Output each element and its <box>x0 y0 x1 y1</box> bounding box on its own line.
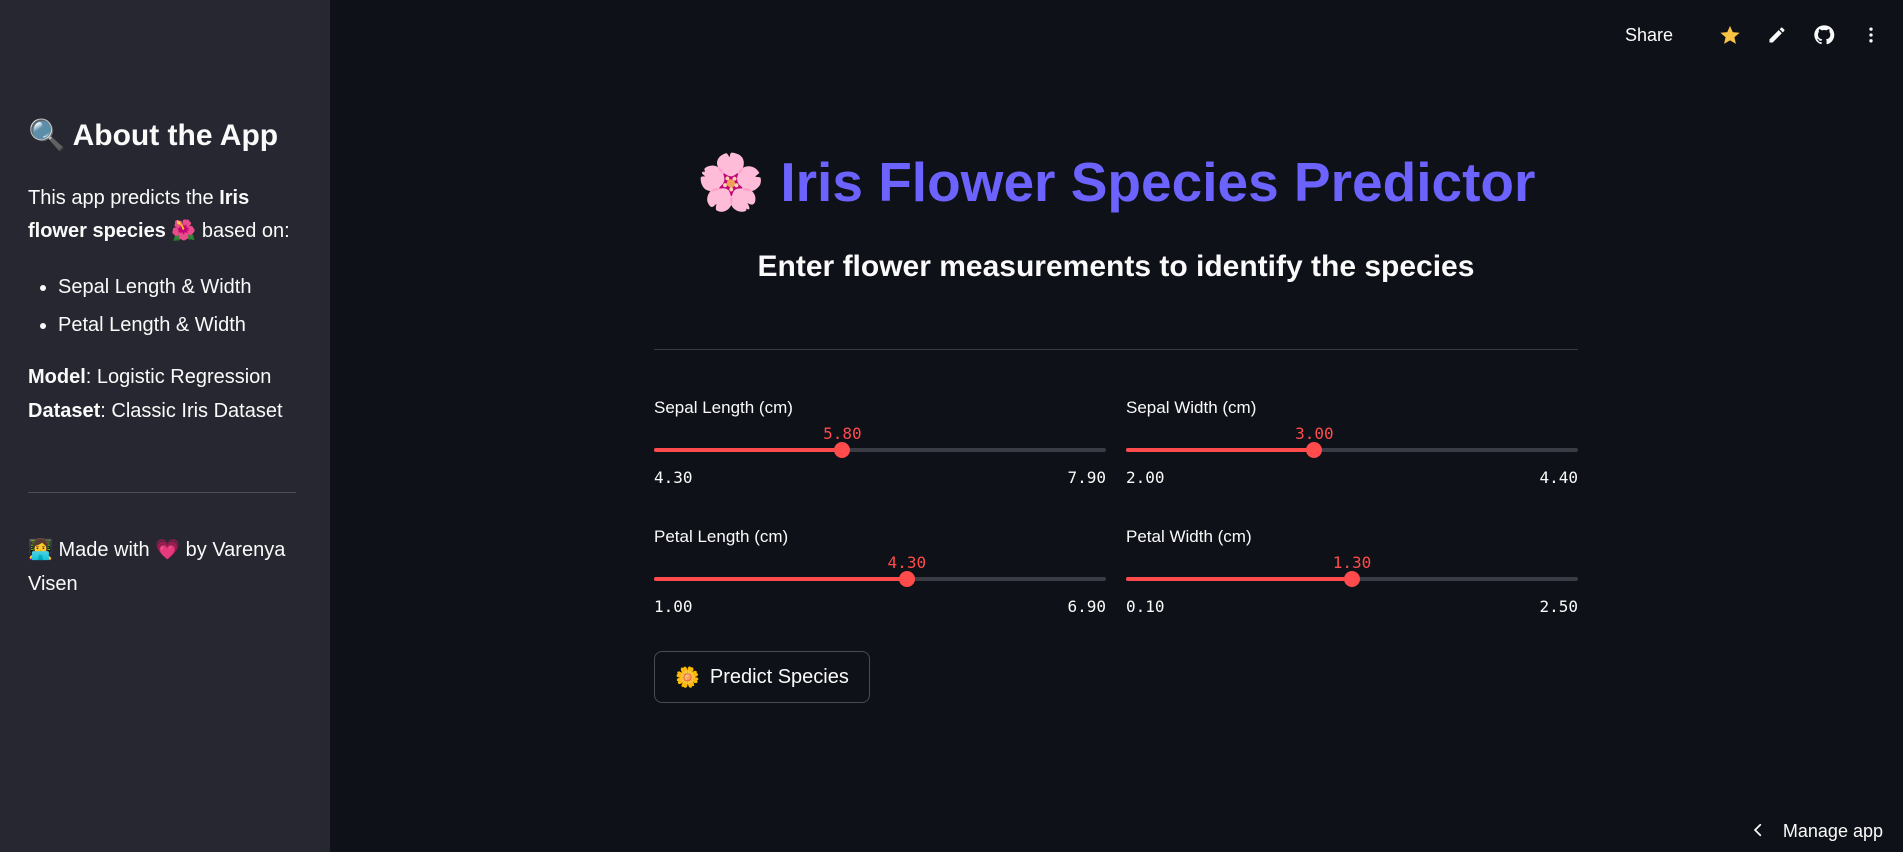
more-vert-icon[interactable] <box>1859 23 1883 47</box>
slider-label: Sepal Width (cm) <box>1126 398 1257 417</box>
list-item: Sepal Length & Width <box>58 268 251 306</box>
slider-value: 1.30 <box>1332 553 1372 572</box>
slider-label: Petal Length (cm) <box>654 527 789 546</box>
footer-suffix: by Varenya Visen <box>28 539 286 595</box>
manage-app-label: Manage app <box>1782 821 1883 841</box>
manage-app-button[interactable]: Manage app <box>1751 821 1883 842</box>
sidebar-title-text: About the App <box>72 119 279 152</box>
slider-thumb[interactable] <box>1306 442 1323 458</box>
slider-track[interactable] <box>654 442 1106 458</box>
sidebar: 🔍 About the App This app predicts the Ir… <box>0 0 330 852</box>
slider-min: 2.00 <box>1126 468 1165 487</box>
toolbar: Share <box>1625 20 1883 50</box>
technologist-icon: 👩‍💻 <box>28 539 53 561</box>
predict-species-button[interactable]: 🌼 Predict Species <box>654 651 870 703</box>
list-item: Petal Length & Width <box>58 306 251 344</box>
dataset-value: : Classic Iris Dataset <box>100 400 283 422</box>
slider-track[interactable] <box>1126 571 1578 587</box>
hibiscus-icon: 🌺 <box>171 220 197 242</box>
model-label: Model <box>28 366 86 388</box>
slider-track[interactable] <box>654 571 1106 587</box>
sidebar-intro: This app predicts the Iris flower specie… <box>28 182 298 248</box>
edit-icon[interactable] <box>1765 23 1789 47</box>
footer-prefix: Made with <box>52 539 156 561</box>
slider-label: Petal Width (cm) <box>1126 527 1252 546</box>
feature-list: Sepal Length & Width Petal Length & Widt… <box>28 268 251 344</box>
sidebar-title: 🔍 About the App <box>28 118 278 153</box>
predict-button-label: Predict Species <box>709 665 849 688</box>
model-value: : Logistic Regression <box>85 366 272 388</box>
slider-fill <box>654 448 843 452</box>
slider-max: 4.40 <box>1539 468 1578 487</box>
slider-fill <box>1126 577 1352 581</box>
slider-max: 7.90 <box>1067 468 1106 487</box>
sidebar-footer: 👩‍💻 Made with 💗 by Varenya Visen <box>28 533 298 601</box>
slider-value: 4.30 <box>887 553 927 572</box>
dataset-label: Dataset <box>28 400 101 422</box>
intro-bold: Iris flower species <box>28 187 250 242</box>
slider-fill <box>1126 448 1315 452</box>
share-button[interactable]: Share <box>1624 24 1673 45</box>
blossom-icon: 🌼 <box>675 666 700 689</box>
slider-track[interactable] <box>1126 442 1578 458</box>
slider-thumb[interactable] <box>834 442 851 458</box>
dataset-line: Dataset: Classic Iris Dataset <box>28 394 283 428</box>
sidebar-divider <box>28 492 296 493</box>
star-icon[interactable] <box>1718 23 1742 47</box>
slider-label: Sepal Length (cm) <box>654 398 793 417</box>
slider-thumb[interactable] <box>898 571 915 587</box>
slider-value: 3.00 <box>1295 424 1334 443</box>
intro-suffix: based on: <box>196 220 290 242</box>
slider-min: 4.30 <box>654 468 693 487</box>
slider-min: 1.00 <box>654 597 693 616</box>
model-line: Model: Logistic Regression <box>28 360 283 394</box>
slider-value: 5.80 <box>823 424 862 443</box>
model-info: Model: Logistic Regression Dataset: Clas… <box>28 360 283 428</box>
heart-icon: 💗 <box>155 539 181 561</box>
slider-max: 6.90 <box>1067 597 1106 616</box>
page-subtitle: Enter flower measurements to identify th… <box>757 250 1475 283</box>
slider-min: 0.10 <box>1126 597 1165 616</box>
github-icon[interactable] <box>1812 23 1836 47</box>
chevron-left-icon <box>1751 821 1765 842</box>
cherry-blossom-icon: 🌸 <box>696 151 766 213</box>
slider-thumb[interactable] <box>1344 571 1360 587</box>
section-divider <box>654 349 1578 350</box>
page-title: 🌸 Iris Flower Species Predictor <box>654 150 1578 215</box>
slider-max: 2.50 <box>1539 597 1578 616</box>
magnifier-icon: 🔍 <box>28 119 66 152</box>
intro-prefix: This app predicts the <box>28 187 220 209</box>
slider-fill <box>654 577 907 581</box>
page-title-text: Iris Flower Species Predictor <box>780 151 1536 213</box>
